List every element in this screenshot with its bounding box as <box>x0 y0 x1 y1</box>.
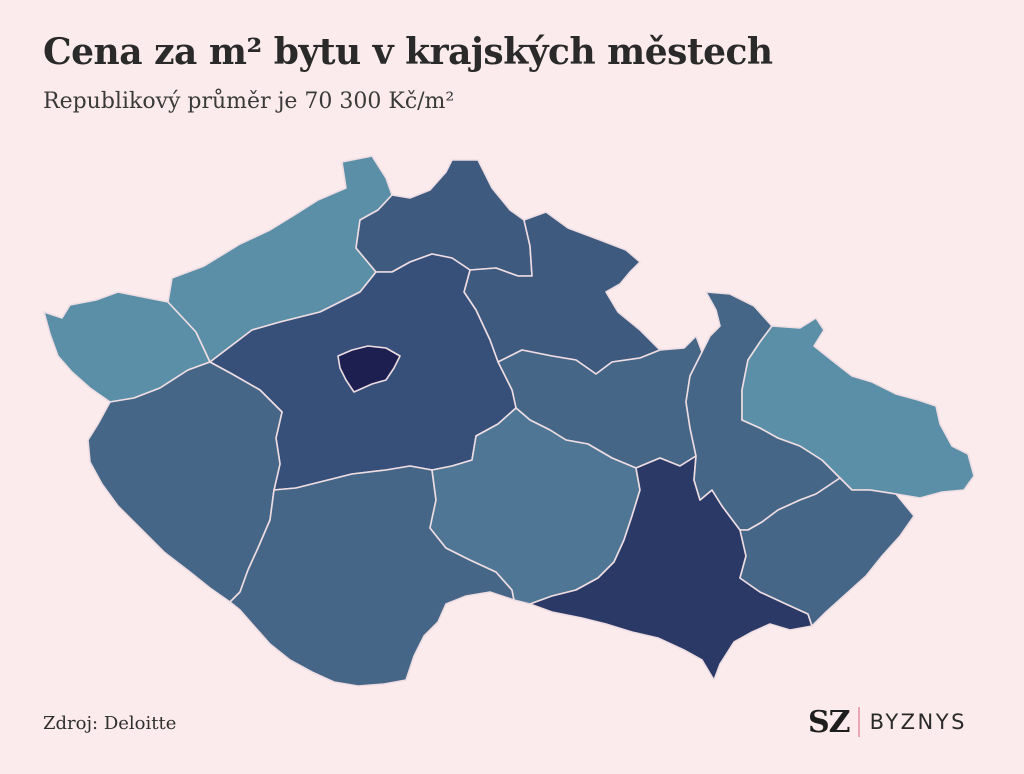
logo-divider <box>857 707 860 737</box>
region-jihocesky <box>229 465 515 687</box>
chart-subtitle: Republikový průměr je 70 300 Kč/m² <box>43 89 455 114</box>
region-zlinsky <box>739 477 915 627</box>
region-praha <box>337 345 401 393</box>
logo-mark: SZ <box>808 704 851 740</box>
logo-section: BYZNYS <box>869 710 967 734</box>
region-moravskoslezsky <box>741 317 975 499</box>
sz-byznys-logo: SZ BYZNYS <box>808 702 967 742</box>
source-note: Zdroj: Deloitte <box>43 713 177 734</box>
chart-title: Cena za m² bytu v krajských městech <box>43 31 773 73</box>
